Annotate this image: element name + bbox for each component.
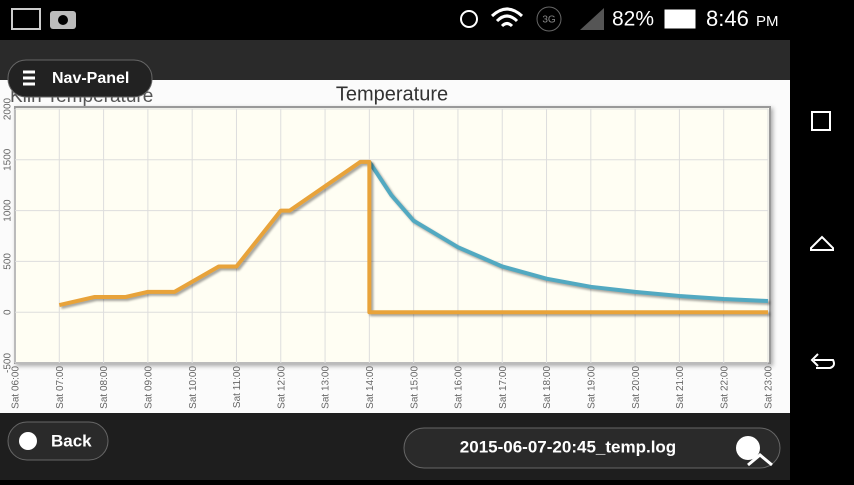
gallery-icon (11, 8, 41, 30)
plot-area (14, 106, 771, 364)
network-type: 3G (542, 15, 556, 26)
file-selector[interactable]: 2015-06-07-20:45_temp.log (403, 427, 781, 469)
menu-icon (23, 70, 35, 86)
plot: -500 0 500 1000 1500 2000 Sat 06:00 Sat 07:00 Sa… (3, 97, 775, 408)
x-tick-label: Sat 13:00 (321, 366, 332, 409)
x-tick-label: Sat 08:00 (99, 366, 110, 409)
x-tick-label: Sat 22:00 (719, 366, 730, 409)
signal-icon (580, 8, 604, 30)
nav-panel-button[interactable]: Nav-Panel (7, 59, 153, 98)
x-tick-label: Sat 14:00 (365, 366, 376, 409)
x-tick-label: Sat 12:00 (276, 366, 287, 409)
wifi-icon (490, 7, 524, 28)
x-tick-label: Sat 23:00 (764, 366, 775, 409)
x-tick-label: Sat 20:00 (631, 366, 642, 409)
x-tick-label: Sat 19:00 (586, 366, 597, 409)
y-tick-label: 1500 (3, 148, 14, 171)
series-line (58, 159, 768, 315)
recents-button[interactable] (811, 111, 831, 131)
dropdown-icon (736, 436, 760, 460)
y-tick-label: 2000 (3, 97, 14, 120)
x-tick-label: Sat 09:00 (144, 366, 155, 409)
x-tick-label: Sat 10:00 (188, 366, 199, 409)
back-button[interactable]: Back (7, 421, 109, 461)
nav-panel-label[interactable]: Nav-Panel (52, 70, 129, 87)
x-tick-label: Sat 21:00 (675, 366, 686, 409)
back-bg[interactable] (7, 421, 109, 461)
x-tick-label: Sat 06:00 (11, 366, 22, 409)
series-line (367, 160, 769, 304)
home-button[interactable] (810, 235, 834, 251)
battery-icon (664, 9, 696, 29)
camera-lens (58, 15, 68, 25)
file-bg[interactable] (403, 427, 781, 469)
battery-level: 82% (612, 8, 654, 31)
y-tick-label: 1000 (3, 199, 14, 222)
back-nav-button[interactable] (810, 353, 835, 369)
nav-panel-bg[interactable] (7, 59, 153, 98)
x-tick-label: Sat 07:00 (55, 366, 66, 409)
x-tick-label: Sat 18:00 (542, 366, 553, 409)
x-tick-label: Sat 11:00 (232, 366, 243, 409)
y-tick-label: 0 (3, 309, 14, 315)
chart-title: Temperature (336, 83, 448, 105)
network-ring (536, 6, 562, 32)
clock-ampm: PM (756, 13, 779, 30)
x-tick-label: Sat 17:00 (498, 366, 509, 409)
back-icon (19, 432, 37, 450)
x-tick-label: Sat 15:00 (409, 366, 420, 409)
gps-icon (460, 10, 478, 28)
clock: 8:46 (706, 6, 749, 31)
y-tick-label: 500 (3, 253, 14, 270)
up-arrow (747, 453, 773, 467)
file-name[interactable]: 2015-06-07-20:45_temp.log (460, 437, 676, 456)
y-tick-label: -500 (3, 353, 14, 373)
x-tick-label: Sat 16:00 (454, 366, 465, 409)
back-label[interactable]: Back (51, 431, 92, 450)
